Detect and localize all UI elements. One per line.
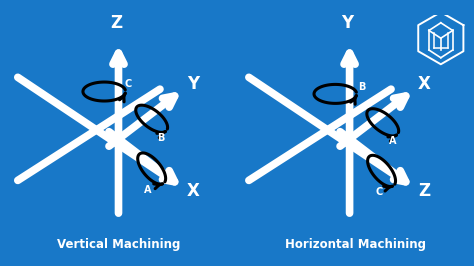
Text: X: X [187, 182, 200, 200]
Text: B: B [157, 133, 165, 143]
Text: Z: Z [418, 182, 430, 200]
Text: X: X [418, 76, 431, 93]
Text: C: C [124, 80, 132, 89]
Text: A: A [389, 136, 396, 146]
Text: C: C [375, 187, 383, 197]
Text: Y: Y [341, 14, 353, 32]
Text: A: A [145, 185, 152, 195]
Text: Z: Z [110, 14, 122, 32]
Text: Vertical Machining: Vertical Machining [57, 238, 180, 251]
Text: Y: Y [187, 76, 199, 93]
Text: Horizontal Machining: Horizontal Machining [285, 238, 426, 251]
Text: B: B [358, 82, 365, 92]
